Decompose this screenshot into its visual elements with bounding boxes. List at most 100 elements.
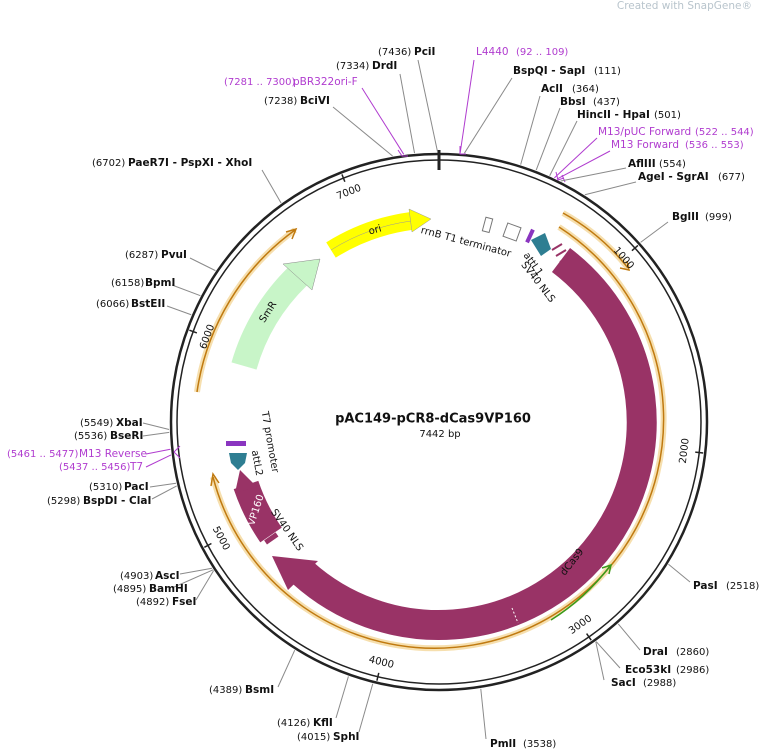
site-position: (6158) xyxy=(111,278,144,289)
orange-arcs xyxy=(194,210,667,652)
site-leader xyxy=(617,623,641,651)
site-leader xyxy=(520,95,541,165)
site-position: (4892) xyxy=(136,597,169,608)
tick-label: 1000 xyxy=(611,245,636,271)
site-name: PciI xyxy=(414,46,435,58)
terminator-box xyxy=(502,222,522,242)
feature-label: attL2 xyxy=(249,449,264,476)
site-position: (6066) xyxy=(96,299,129,310)
site-leader xyxy=(166,305,192,316)
primer-leader xyxy=(145,454,172,468)
plasmid-size: 7442 bp xyxy=(419,429,460,440)
primer-brackets xyxy=(173,146,566,459)
site-position: (6287) xyxy=(125,250,158,261)
site-leader xyxy=(399,73,416,154)
site-name: PasI xyxy=(693,580,718,592)
site-leader xyxy=(640,221,669,243)
attl1-mark xyxy=(531,233,551,256)
tick-label: 3000 xyxy=(567,613,594,637)
site-position: (4895) xyxy=(113,584,146,595)
primer-range: (7281 .. 7300) xyxy=(224,77,296,88)
site-position: (5549) xyxy=(80,418,113,429)
site-position: (5298) xyxy=(47,496,80,507)
site-name: BspDI - ClaI xyxy=(83,495,151,507)
tick-mark xyxy=(341,174,346,183)
site-name: BamHI xyxy=(149,583,188,595)
site-position: (4903) xyxy=(120,571,153,582)
site-name: SphI xyxy=(333,731,359,743)
site-leader xyxy=(595,641,621,669)
primer-range: (536 .. 553) xyxy=(685,140,744,151)
site-leader xyxy=(142,422,170,431)
primer-range: (522 .. 544) xyxy=(695,127,754,138)
site-name: FseI xyxy=(172,596,196,608)
site-name: AflIII xyxy=(628,158,656,170)
site-name: HincII - HpaI xyxy=(577,109,650,121)
tick-mark xyxy=(189,329,198,334)
tick-mark xyxy=(376,672,380,681)
site-position: (7238) xyxy=(264,96,297,107)
site-position: (111) xyxy=(594,66,621,77)
primer-range: (5461 .. 5477) xyxy=(7,449,79,460)
site-name: AgeI - SgrAI xyxy=(638,171,709,183)
green-arc xyxy=(550,565,611,621)
site-leader xyxy=(335,676,349,719)
site-name: PvuI xyxy=(161,249,187,261)
site-position: (4015) xyxy=(297,732,330,743)
site-name: DrdI xyxy=(372,60,397,72)
site-name: AscI xyxy=(155,570,180,582)
site-leader xyxy=(151,485,177,500)
site-leader xyxy=(179,567,213,575)
site-name: BpmI xyxy=(145,277,175,289)
site-position: (2988) xyxy=(643,678,676,689)
site-name: BstEII xyxy=(131,298,165,310)
dcas9-arc xyxy=(292,248,657,641)
feature-label: ori xyxy=(367,223,383,237)
site-name: PmlI xyxy=(490,738,516,750)
green-arrowhead xyxy=(601,563,613,575)
site-position: (5310) xyxy=(89,482,122,493)
site-leader xyxy=(668,563,691,583)
terminator-box xyxy=(481,216,494,234)
site-name: AclI xyxy=(541,83,563,95)
plasmid-name: pAC149-pCR8-dCas9VP160 xyxy=(335,412,531,427)
primer-leader xyxy=(361,87,405,155)
tick-label: 7000 xyxy=(335,183,363,203)
dcas9-arrowhead xyxy=(272,556,318,590)
tick-mark xyxy=(585,633,592,641)
primer-leader xyxy=(554,137,598,179)
site-name: BglII xyxy=(672,211,699,223)
site-name: PaeR7I - PspXI - XhoI xyxy=(128,157,252,169)
primer-name: M13/pUC Forward xyxy=(598,126,691,138)
site-position: (2860) xyxy=(676,647,709,658)
tick-label: 4000 xyxy=(368,654,395,671)
segment-break xyxy=(511,607,519,624)
site-leader xyxy=(195,570,215,601)
primer-name: pBR322ori-F xyxy=(293,76,358,88)
site-name: XbaI xyxy=(116,417,143,429)
site-position: (6702) xyxy=(92,158,125,169)
tick-label: 2000 xyxy=(678,438,692,465)
attl2-mark xyxy=(229,453,247,470)
site-position: (2986) xyxy=(676,665,709,676)
t7-promoter-mark xyxy=(226,441,246,446)
site-name: BspQI - SapI xyxy=(513,65,585,77)
site-leader xyxy=(549,120,578,176)
primer-mark xyxy=(525,228,535,244)
site-leader xyxy=(358,683,374,733)
tick-mark xyxy=(204,542,212,548)
primer-range: (5437 .. 5456) xyxy=(59,462,131,473)
site-position: (677) xyxy=(718,172,745,183)
site-leader xyxy=(417,59,439,153)
site-position: (5536) xyxy=(74,431,107,442)
site-position: (554) xyxy=(659,159,686,170)
primer-leader xyxy=(145,448,171,455)
site-name: BsmI xyxy=(245,684,274,696)
site-leader xyxy=(332,106,393,157)
site-position: (364) xyxy=(572,84,599,95)
site-leader xyxy=(595,641,605,681)
orange-arc xyxy=(212,226,665,650)
site-position: (437) xyxy=(593,97,620,108)
smr-arrowhead xyxy=(282,258,321,291)
site-name: BbsI xyxy=(560,96,586,108)
